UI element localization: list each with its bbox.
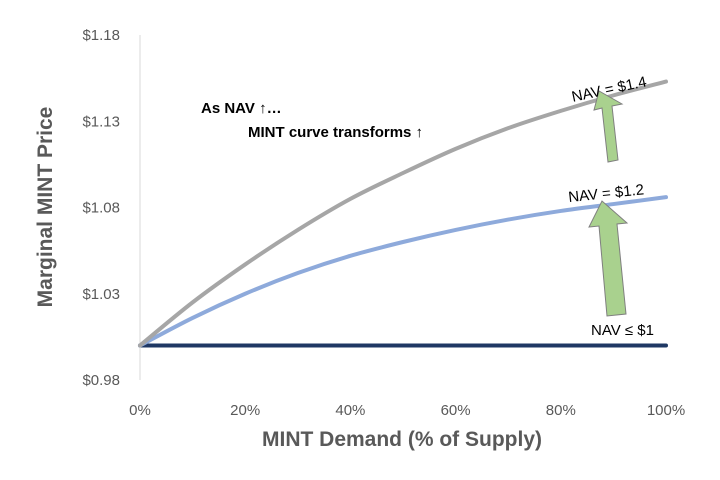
series-label-nav-le-1: NAV ≤ $1 (591, 322, 654, 339)
series-layer (138, 79, 668, 348)
upward-arrow-lower (588, 200, 629, 317)
annotation-as-nav: As NAV ↑… (201, 100, 282, 117)
x-axis-title: MINT Demand (% of Supply) (262, 428, 542, 451)
x-tick-label: 60% (441, 402, 471, 419)
y-tick-label: $1.08 (82, 200, 120, 217)
x-tick-label: 0% (129, 402, 151, 419)
series-line-1 (138, 195, 668, 348)
series-line-2 (138, 79, 668, 348)
y-tick-label: $1.13 (82, 113, 120, 130)
y-axis-title: Marginal MINT Price (34, 107, 57, 308)
x-tick-label: 40% (335, 402, 365, 419)
y-tick-label: $1.03 (82, 286, 120, 303)
x-tick-label: 20% (230, 402, 260, 419)
y-tick-label: $1.18 (82, 27, 120, 44)
upward-arrow-upper (593, 90, 624, 163)
x-axis: 0% 20% 40% 60% 80% 100% (129, 402, 685, 419)
y-axis: $0.98 $1.03 $1.08 $1.13 $1.18 (82, 27, 141, 389)
x-tick-label: 100% (647, 402, 685, 419)
annotation-mint-curve: MINT curve transforms ↑ (248, 124, 423, 141)
x-tick-label: 80% (546, 402, 576, 419)
y-tick-label: $0.98 (82, 372, 120, 389)
